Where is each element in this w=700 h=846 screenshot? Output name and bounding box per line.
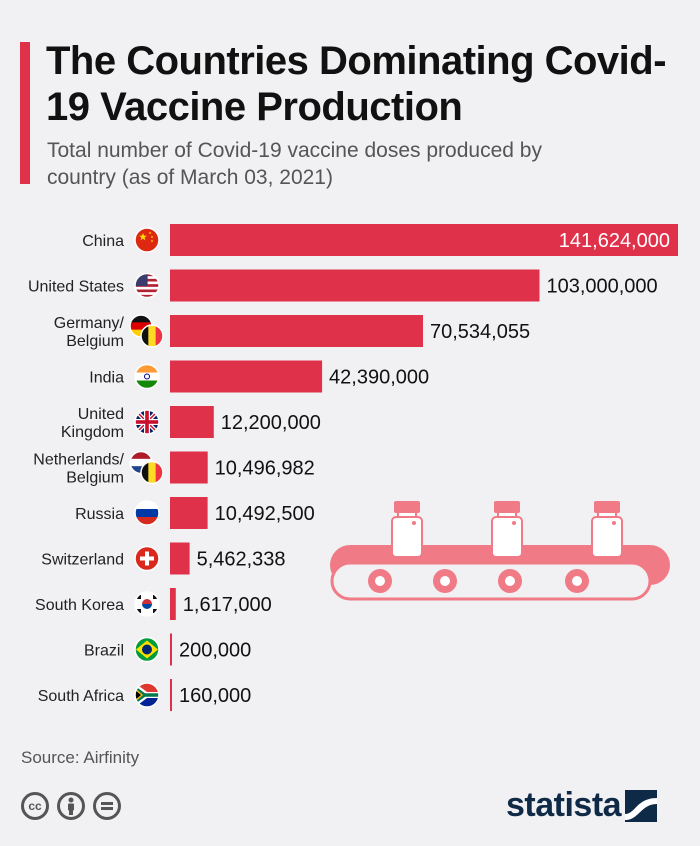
flag-south-africa-icon (135, 683, 159, 707)
license-icons: cc (21, 792, 121, 820)
flag-russia-icon (135, 501, 159, 525)
chart-subtitle: Total number of Covid-19 vaccine doses p… (47, 139, 542, 189)
bar (170, 497, 208, 529)
category-label: Germany/Belgium (54, 315, 125, 350)
category-label: India (89, 370, 124, 387)
statista-logo: statista (506, 786, 658, 825)
category-label: South Korea (35, 597, 124, 614)
bar (170, 269, 540, 302)
category-label: Switzerland (41, 552, 124, 569)
category-label: United States (28, 279, 124, 296)
bar (170, 360, 323, 393)
value-label: 12,200,000 (221, 412, 321, 434)
value-label: 141,624,000 (559, 230, 670, 252)
bar (170, 633, 172, 666)
flag-india-icon (135, 364, 159, 389)
accent-bar (20, 42, 30, 184)
statista-mark-icon (625, 789, 658, 822)
category-label: South Africa (38, 688, 124, 705)
flag-belgium-icon (141, 461, 163, 484)
value-label: 10,496,982 (215, 458, 315, 480)
bar (170, 224, 678, 256)
conveyor-vials-illustration (330, 501, 670, 601)
category-label: Brazil (84, 643, 124, 660)
no-derivatives-icon (93, 792, 121, 820)
brand-name: statista (506, 786, 622, 824)
bar (170, 451, 208, 484)
bar (170, 542, 190, 575)
value-label: 10,492,500 (215, 503, 315, 525)
category-label: China (82, 233, 124, 250)
chart-title: The Countries Dominating Covid-19 Vaccin… (46, 39, 667, 129)
value-label: 160,000 (179, 685, 251, 707)
attribution-icon (57, 792, 85, 820)
category-label: Netherlands/Belgium (33, 452, 124, 487)
value-label: 103,000,000 (546, 276, 657, 298)
category-label: Russia (75, 506, 124, 523)
value-label: 5,462,338 (197, 549, 286, 571)
category-label: United Kingdom (61, 406, 124, 441)
value-label: 200,000 (179, 640, 251, 662)
bar-chart: China 141,624,000 United States 103,000,000… (28, 224, 678, 711)
cc-icon: cc (21, 792, 49, 820)
bar (170, 315, 423, 347)
value-label: 1,617,000 (183, 594, 272, 616)
flag-belgium-icon (141, 325, 163, 347)
value-label: 42,390,000 (329, 367, 429, 389)
bar (170, 679, 172, 711)
bar (170, 406, 214, 438)
bar (170, 588, 176, 620)
value-label: 70,534,055 (430, 321, 530, 343)
source-note: Source: Airfinity (21, 748, 140, 767)
